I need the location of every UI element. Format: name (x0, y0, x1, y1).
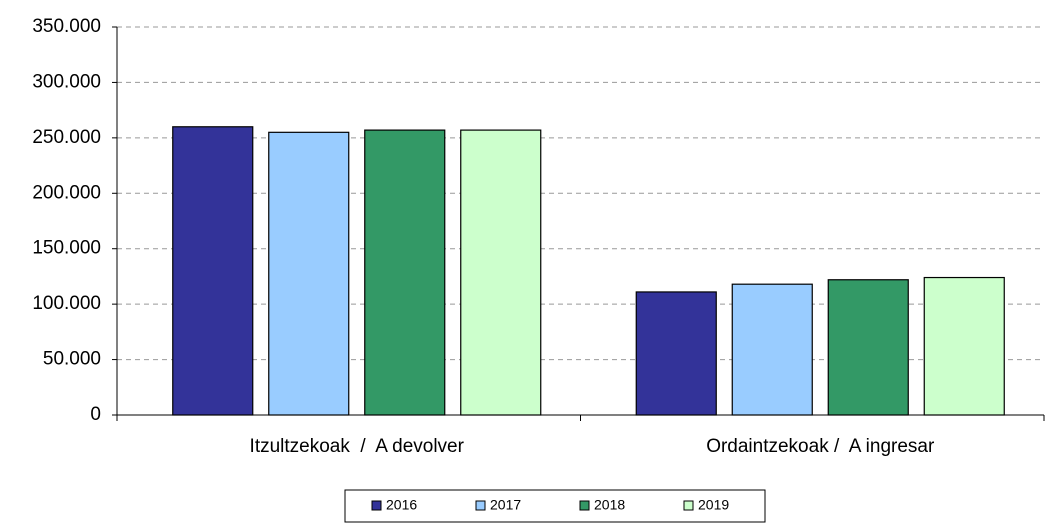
bar (827, 279, 909, 416)
bar (635, 291, 717, 416)
legend-label: 2018 (594, 497, 625, 513)
y-tick-label: 100.000 (32, 293, 101, 314)
y-tick-label: 250.000 (32, 127, 101, 148)
legend-label: 2017 (490, 497, 521, 513)
legend-swatch (475, 500, 486, 511)
x-tick-label: Itzultzekoak / A devolver (250, 436, 465, 457)
y-tick-label: 350.000 (32, 16, 101, 37)
legend-swatch (579, 500, 590, 511)
legend-swatch (371, 500, 382, 511)
legend-label: 2016 (386, 497, 417, 513)
legend-label: 2019 (698, 497, 729, 513)
bar (172, 126, 254, 416)
y-tick-label: 0 (90, 404, 101, 425)
legend-swatch (683, 500, 694, 511)
y-tick-label: 50.000 (43, 349, 101, 370)
y-tick-label: 200.000 (32, 182, 101, 203)
bar (923, 276, 1005, 416)
bar (731, 283, 813, 416)
y-tick-label: 150.000 (32, 238, 101, 259)
legend (344, 489, 766, 523)
bar (364, 129, 446, 416)
bar (268, 131, 350, 416)
bar (460, 129, 542, 416)
x-tick-label: Ordaintzekoak / A ingresar (706, 436, 935, 457)
y-tick-label: 300.000 (32, 71, 101, 92)
